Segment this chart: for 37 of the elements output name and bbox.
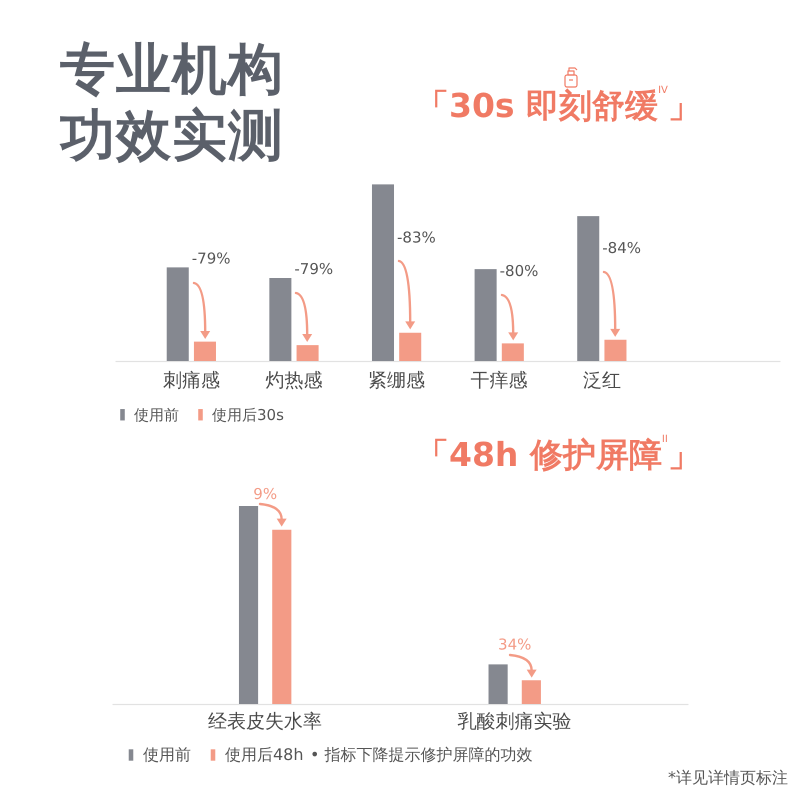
bar: [399, 332, 422, 361]
bar: [577, 216, 600, 361]
x-tick-label: 经表皮失水率: [208, 710, 322, 732]
text: • 指标下降提示修护屏障的功效: [310, 745, 533, 765]
chart-subtitle: 「30s 即刻舒缓$^{IV}$」: [416, 85, 701, 126]
x-tick-label: 灼热感: [265, 370, 322, 392]
legend-label: 使用后48h: [225, 745, 304, 764]
legend-label: 使用前: [134, 406, 179, 424]
bar: [296, 345, 319, 361]
bar: [604, 340, 626, 361]
bar: [488, 664, 508, 704]
x-tick-label: 乳酸刺痛实验: [458, 710, 572, 732]
bar: [502, 343, 524, 361]
bar: [372, 184, 394, 361]
chart-title: 专业机构功效实测: [60, 36, 285, 168]
annotation: -84%: [602, 238, 642, 257]
x-tick-label: 紧绷感: [368, 370, 426, 392]
legend-label: 使用前: [143, 745, 191, 764]
annotation: 34%: [498, 636, 532, 654]
x-tick-label: 干痒感: [470, 370, 528, 392]
bar: [474, 269, 497, 361]
text: 9%: [253, 485, 278, 504]
annotation: -83%: [396, 228, 436, 246]
legend-label: 使用后30s: [212, 406, 284, 424]
bar: [272, 530, 292, 704]
bar: [522, 680, 541, 704]
chart-title: 「48h 修护屏障$^{II}$」: [416, 434, 701, 475]
annotation: -79%: [192, 250, 231, 268]
text: *详见详情页标注: [668, 768, 788, 788]
x-tick-label: 刺痛感: [162, 370, 220, 392]
annotation: -80%: [500, 262, 538, 280]
bar: [238, 506, 258, 704]
annotation: -79%: [294, 260, 334, 278]
bar: [269, 278, 292, 361]
bar: [166, 267, 189, 361]
bar: [194, 342, 216, 361]
x-tick-label: 泛红: [582, 370, 621, 392]
